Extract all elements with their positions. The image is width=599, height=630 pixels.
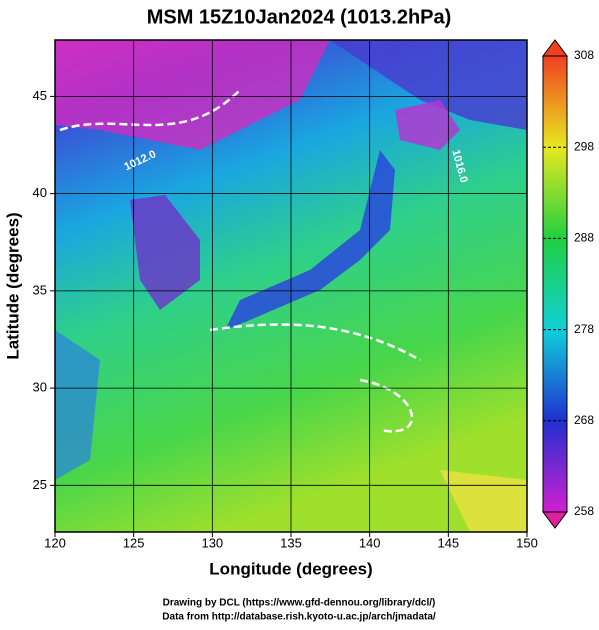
x-tick-label: 135 xyxy=(280,535,302,550)
y-tick-label: 30 xyxy=(33,380,47,395)
colorbar-tick-label: 278 xyxy=(574,322,594,336)
y-axis-label: Latitude (degrees) xyxy=(3,212,22,359)
x-tick-label: 145 xyxy=(437,535,459,550)
x-tick-label: 120 xyxy=(44,535,66,550)
x-axis-label: Longitude (degrees) xyxy=(209,559,372,578)
colorbar-tick-label: 298 xyxy=(574,139,594,153)
colorbar-tick-label: 258 xyxy=(574,504,594,518)
y-tick-label: 35 xyxy=(33,282,47,297)
y-tick-label: 45 xyxy=(33,88,47,103)
x-tick-label: 140 xyxy=(359,535,381,550)
title: MSM 15Z10Jan2024 (1013.2hPa) xyxy=(147,6,452,28)
colorbar-tick-label: 268 xyxy=(574,413,594,427)
x-tick-label: 150 xyxy=(516,535,538,550)
x-tick-label: 125 xyxy=(123,535,145,550)
colorbar xyxy=(542,55,568,513)
footer-line: Drawing by DCL (https://www.gfd-dennou.o… xyxy=(163,598,436,609)
colorbar-tick-label: 288 xyxy=(574,231,594,245)
colorbar-max-arrow xyxy=(542,39,568,57)
x-tick-label: 130 xyxy=(201,535,223,550)
colorbar-min-arrow xyxy=(542,511,568,529)
y-tick-label: 25 xyxy=(33,477,47,492)
y-tick-label: 40 xyxy=(33,185,47,200)
footer-line: Data from http://database.rish.kyoto-u.a… xyxy=(162,612,436,623)
colorbar-tick-label: 308 xyxy=(574,48,594,62)
